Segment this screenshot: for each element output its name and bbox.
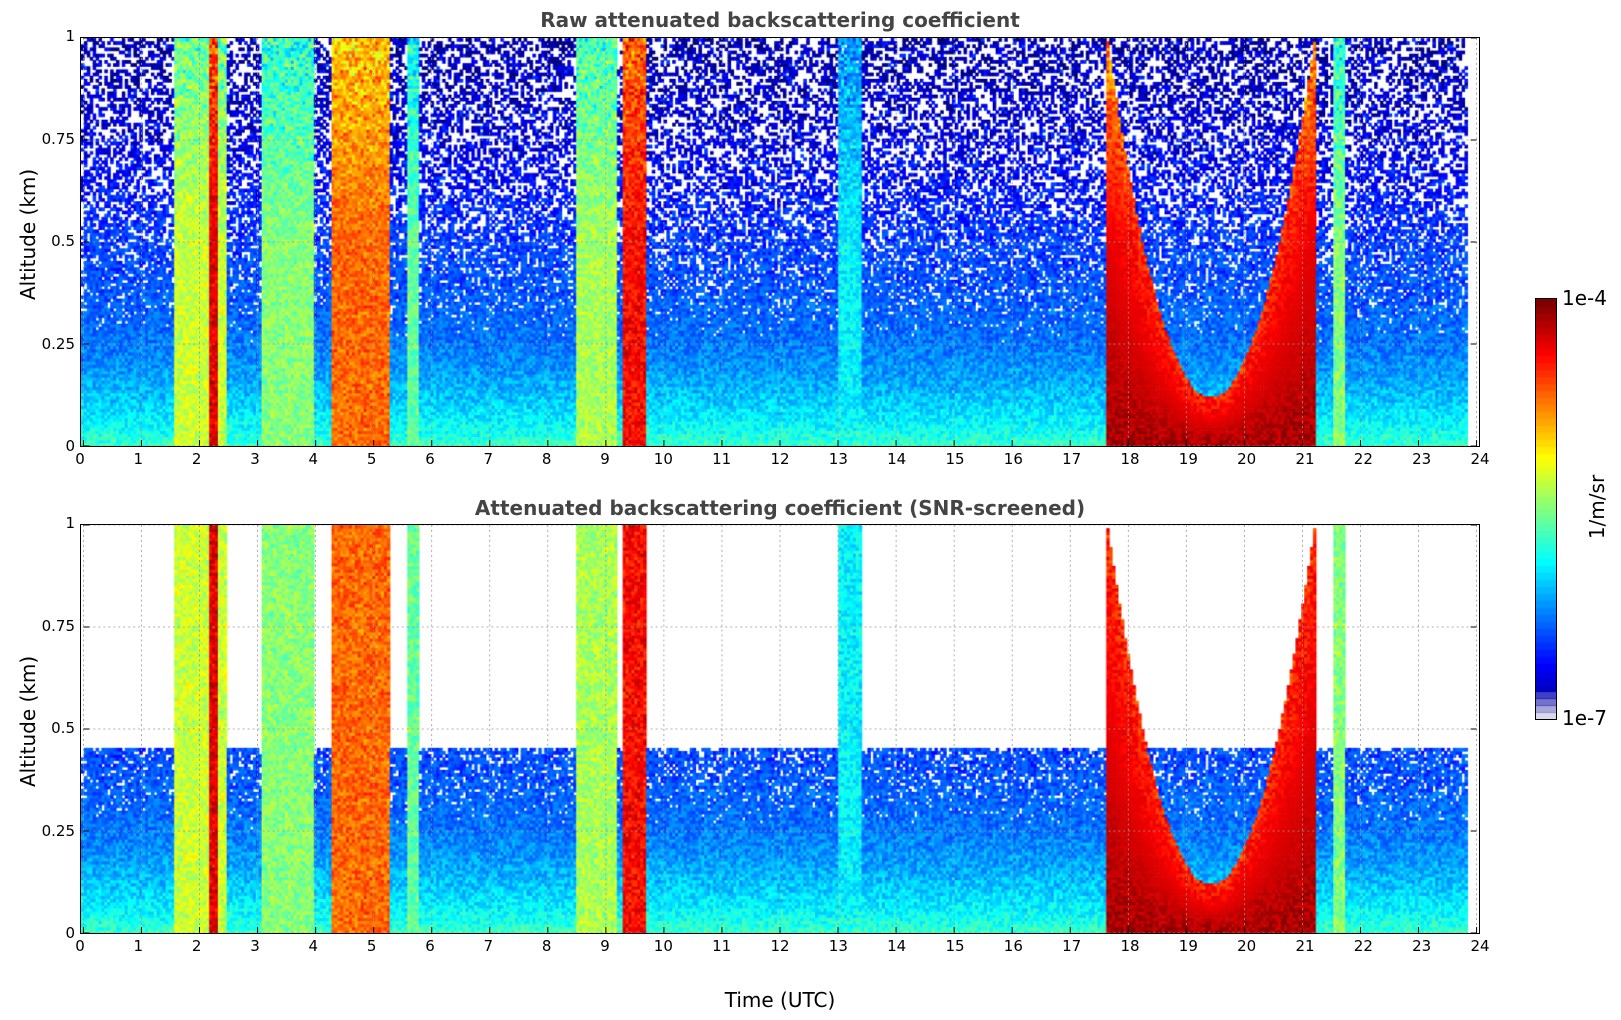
x-tick-label: 15 [945,450,965,468]
x-tick-label: 19 [1178,937,1198,955]
bottom-grid [82,525,1478,933]
colorbar-unit-label: 1/m/sr [1585,474,1610,540]
x-tick-label: 3 [250,937,260,955]
colorbar-max-label: 1e-4 [1562,286,1607,310]
x-tick-label: 5 [366,450,377,468]
x-tick-label: 24 [1470,450,1490,468]
x-tick-label: 22 [1353,450,1373,468]
x-tick-label: 9 [600,937,610,955]
x-tick-label: 13 [828,937,848,955]
x-tick-label: 17 [1062,450,1082,468]
x-tick-label: 5 [366,937,377,955]
colorbar-min-label: 1e-7 [1562,706,1607,730]
x-tick-label: 9 [600,450,610,468]
y-tick-label: 0.75 [41,129,75,148]
x-tick-label: 24 [1470,937,1490,955]
bottom-chart-title: Attenuated backscattering coefficient (S… [474,496,1086,520]
x-tick-label: 16 [1003,937,1023,955]
x-tick-label: 8 [541,450,552,468]
x-tick-label: 4 [308,937,319,955]
x-tick-label: 4 [308,450,319,468]
x-tick-label: 23 [1412,937,1432,955]
colorbar [1535,298,1557,720]
x-tick-label: 1 [133,450,144,468]
x-tick-label: 22 [1353,937,1373,955]
x-tick-label: 20 [1237,450,1257,468]
x-tick-label: 15 [945,937,965,955]
x-tick-label: 18 [1120,450,1140,468]
y-tick-label: 0.5 [51,719,75,737]
y-tick-label: 0 [65,437,75,455]
x-tick-label: 18 [1120,937,1140,955]
x-tick-label: 12 [770,937,790,955]
bottom-heatmap-plot [80,524,1480,934]
x-axis-label: Time (UTC) [724,988,836,1012]
x-tick-label: 1 [133,937,144,955]
x-tick-label: 14 [887,937,907,955]
y-tick-label: 0.75 [41,616,75,635]
top-grid [82,38,1478,446]
y-tick-label: 0.25 [41,334,75,353]
x-tick-label: 8 [541,937,552,955]
x-tick-label: 21 [1295,937,1315,955]
top-chart-title: Raw attenuated backscattering coefficien… [540,8,1020,32]
top-heatmap-plot [80,37,1480,447]
x-tick-label: 11 [712,937,732,955]
x-tick-label: 3 [250,450,260,468]
x-tick-label: 0 [75,937,85,955]
x-tick-label: 7 [483,937,494,955]
x-tick-label: 6 [425,937,435,955]
y-tick-label: 1 [65,27,75,45]
x-tick-label: 23 [1412,450,1432,468]
x-tick-label: 0 [75,450,85,468]
x-tick-label: 7 [483,450,494,468]
x-tick-label: 2 [191,937,202,955]
x-tick-label: 12 [770,450,790,468]
x-tick-label: 10 [653,450,673,468]
y-tick-label: 0 [65,924,75,942]
x-tick-label: 11 [712,450,732,468]
y-tick-label: 0.25 [41,821,75,840]
x-tick-label: 20 [1237,937,1257,955]
x-tick-label: 10 [653,937,673,955]
x-tick-label: 16 [1003,450,1023,468]
x-tick-label: 2 [191,450,202,468]
y-tick-label: 1 [65,514,75,532]
x-tick-label: 14 [887,450,907,468]
x-tick-label: 21 [1295,450,1315,468]
y-tick-label: 0.5 [51,232,75,250]
x-tick-label: 6 [425,450,435,468]
x-tick-label: 17 [1062,937,1082,955]
x-tick-label: 13 [828,450,848,468]
x-tick-label: 19 [1178,450,1198,468]
